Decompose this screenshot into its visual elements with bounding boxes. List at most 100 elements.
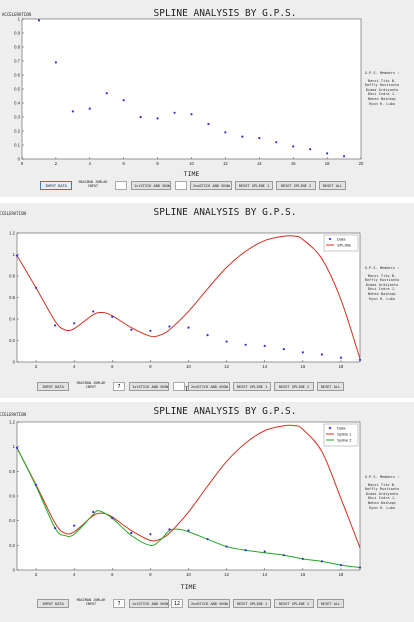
- member-name: Benzi Tito B.: [367, 482, 397, 487]
- member-name: Nehan Baihaqi: [367, 500, 397, 505]
- data-point: [15, 446, 19, 449]
- control-bar: INPUT DATA MAXIMAN JUMLAH INPUT 1stSTICK…: [0, 179, 414, 193]
- data-point: [339, 356, 343, 359]
- chart-2: 2468101214161800.20.40.60.811.2TIMEACCEL…: [0, 211, 362, 393]
- x-tick-label: 4: [73, 364, 76, 369]
- max-input-field[interactable]: [115, 181, 127, 190]
- data-point: [358, 358, 362, 361]
- member-name: Benzi Tito B.: [367, 273, 397, 278]
- y-tick-label: 0: [13, 360, 16, 365]
- y-tick-label: 0.2: [14, 129, 20, 134]
- reset-all-button[interactable]: RESET ALL: [317, 382, 344, 391]
- reset-all-button[interactable]: RESET ALL: [317, 599, 344, 608]
- data-point: [320, 560, 323, 563]
- data-point: [139, 115, 142, 119]
- data-point: [326, 152, 329, 155]
- spline2-input-field[interactable]: [175, 181, 187, 190]
- data-point: [156, 117, 159, 120]
- spline1-button[interactable]: 1stSTICK AND SHOW: [129, 382, 169, 391]
- members-heading: G.P.S. Members :: [364, 475, 400, 479]
- data-point: [92, 510, 95, 514]
- legend-marker: [328, 426, 332, 430]
- data-point: [301, 557, 304, 560]
- data-point: [309, 148, 312, 151]
- legend-marker: [328, 237, 332, 241]
- x-tick-label: 4: [73, 572, 76, 577]
- data-point: [292, 145, 295, 148]
- y-tick-label: 0.3: [14, 115, 20, 120]
- y-tick-label: 1: [13, 444, 16, 449]
- legend-label: Spline 1: [337, 432, 352, 437]
- data-point: [282, 554, 285, 557]
- data-point: [301, 351, 304, 354]
- member-name: Raffly Rustianto: [364, 487, 400, 492]
- y-tick-label: 0.7: [14, 59, 20, 64]
- reset-spline1-button[interactable]: RESET SPLINE 1: [233, 382, 271, 391]
- reset-spline2-button[interactable]: RESET SPLINE 2: [274, 382, 314, 391]
- plot-area: [16, 421, 361, 571]
- control-bar: INPUT DATA MAXIMAN JUMLAH INPUT 7 1stSTI…: [0, 380, 414, 394]
- member-name: Dhui Indra J.: [367, 92, 397, 97]
- member-name: Ryon R. Lubo: [369, 296, 395, 301]
- x-tick-label: 14: [262, 572, 267, 577]
- y-tick-label: 0.8: [9, 274, 15, 279]
- x-tick-label: 4: [89, 161, 92, 166]
- spline1-button[interactable]: 1stSTICK AND SHOW: [131, 181, 171, 190]
- x-tick-label: 16: [291, 161, 296, 166]
- data-point: [71, 110, 74, 113]
- members-heading: G.P.S. Members :: [364, 266, 400, 270]
- x-tick-label: 14: [257, 161, 262, 166]
- reset-spline2-button[interactable]: RESET SPLINE 2: [276, 181, 316, 190]
- legend-label: Spline 2: [337, 438, 352, 443]
- data-point: [73, 524, 76, 527]
- spline2-button[interactable]: 2ndSTICK AND SHOW: [188, 599, 230, 608]
- x-tick-label: 6: [123, 161, 126, 166]
- data-point: [282, 348, 285, 351]
- control-bar: INPUT DATA MAXIMAN JUMLAH INPUT 7 1stSTI…: [0, 597, 414, 611]
- y-tick-label: 0.9: [14, 31, 20, 36]
- reset-all-button[interactable]: RESET ALL: [319, 181, 346, 190]
- input-data-button[interactable]: INPUT DATA: [37, 382, 69, 391]
- window-title: SPLINE ANALYSIS BY G.P.S.: [153, 8, 297, 19]
- member-name: Dimas Ardiyanto: [365, 491, 399, 496]
- x-tick-label: 10: [189, 161, 194, 166]
- x-tick-label: 8: [149, 364, 152, 369]
- app-window-1: SPLINE ANALYSIS BY G.P.S. 0 2 4 6 8 10 12 14 16 1…: [0, 0, 414, 197]
- x-tick-label: 10: [186, 364, 191, 369]
- reset-spline2-button[interactable]: RESET SPLINE 2: [274, 599, 314, 608]
- data-point: [206, 334, 209, 337]
- app-window-2: SPLINE ANALYSIS BY G.P.S. 2 4 6 8 10 12 14 16 18…: [0, 203, 414, 398]
- data-point: [168, 528, 171, 531]
- reset-spline1-button[interactable]: RESET SPLINE 1: [235, 181, 273, 190]
- spline2-button[interactable]: 2ndSTICK AND SHOW: [190, 181, 232, 190]
- x-tick-label: 2: [55, 161, 58, 166]
- x-tick-label: 20: [359, 161, 364, 166]
- app-window-3: SPLINE ANALYSIS BY G.P.S. 2 4 6 8 10 12 14 16 18…: [0, 402, 414, 622]
- data-point: [88, 107, 91, 110]
- member-name: Raffly Rustianto: [364, 83, 400, 88]
- y-tick-label: 0.2: [9, 338, 15, 343]
- y-tick-label: 0: [18, 157, 21, 162]
- plot-area: [16, 232, 361, 363]
- data-point: [263, 550, 266, 553]
- chart-3: 2 4 6 8 10 12 14 16 18 0 0.2 0.4 0.6 0.8 1 1.2 TIME ACCEL…: [0, 412, 362, 591]
- y-tick-label: 1: [18, 17, 21, 22]
- input-data-button[interactable]: INPUT DATA: [40, 181, 72, 190]
- reset-spline1-button[interactable]: RESET SPLINE 1: [233, 599, 271, 608]
- data-point: [244, 343, 247, 346]
- spline2-input-field[interactable]: 12: [171, 599, 183, 608]
- spline1-button[interactable]: 1stSTICK AND SHOW: [129, 599, 169, 608]
- member-name: Dimas Ardiyanto: [365, 282, 399, 287]
- data-point: [111, 315, 114, 318]
- data-point: [130, 531, 133, 535]
- input-data-button[interactable]: INPUT DATA: [37, 599, 69, 608]
- spline2-input-field[interactable]: [173, 382, 185, 391]
- data-point: [168, 325, 171, 328]
- member-name: Ryon R. Lubo: [369, 101, 395, 106]
- data-point: [73, 322, 76, 325]
- spline2-button[interactable]: 2ndSTICK AND SHOW: [188, 382, 230, 391]
- y-tick-label: 1.2: [9, 231, 15, 236]
- x-tick-label: 14: [262, 364, 267, 369]
- max-input-field[interactable]: 7: [113, 382, 125, 391]
- max-input-field[interactable]: 7: [113, 599, 125, 608]
